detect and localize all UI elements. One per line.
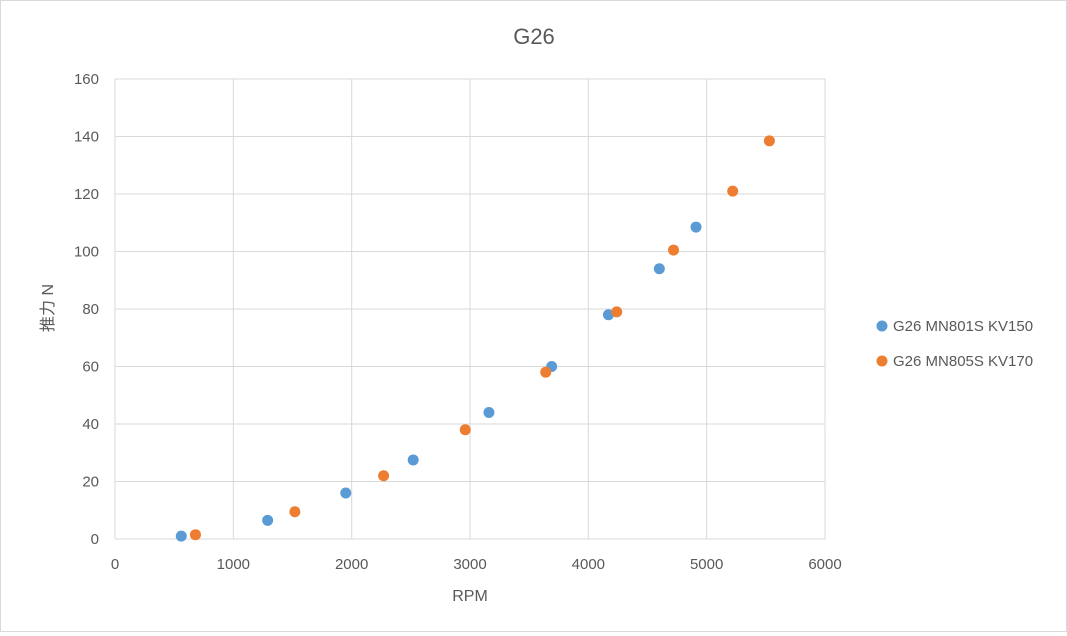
legend-marker [876,355,888,367]
y-tick-label: 60 [82,359,99,376]
data-point [602,309,614,321]
series-1 [175,221,702,542]
data-point [763,135,775,147]
data-point [483,407,495,418]
data-point [727,185,739,197]
x-tick-label: 5000 [690,556,723,573]
data-point [611,306,623,318]
legend-label: G26 MN805S KV170 [893,353,1033,370]
data-point [668,244,680,256]
data-point [340,487,352,499]
x-tick-label: 1000 [217,556,250,573]
y-tick-label: 20 [82,474,99,491]
data-point [289,506,301,518]
data-point [175,530,187,542]
x-tick-label: 0 [111,556,119,573]
data-points [175,135,775,542]
y-tick-label: 80 [82,301,99,318]
data-point [262,514,274,526]
x-axis-label: RPM [452,588,488,605]
x-tick-labels: 0 1000 2000 3000 4000 5000 6000 [111,556,842,573]
y-axis-label: 推力 N [39,284,57,332]
y-tick-label: 100 [74,244,99,261]
x-tick-label: 4000 [572,556,605,573]
y-tick-label: 0 [91,531,99,548]
grid [114,78,826,540]
legend-marker [876,320,888,332]
data-point [407,454,419,466]
x-tick-label: 6000 [808,556,841,573]
chart-title: G26 [513,24,555,49]
legend-label: G26 MN801S KV150 [893,318,1033,335]
data-point [540,366,552,378]
data-point [378,470,390,482]
data-point [653,263,665,275]
x-tick-label: 2000 [335,556,368,573]
y-tick-label: 40 [82,416,99,433]
y-tick-label: 160 [74,71,99,88]
y-tick-label: 140 [74,129,99,146]
y-tick-labels: 0 20 40 60 80 100 120 140 160 [74,71,99,548]
data-point [189,529,201,541]
data-point [459,424,471,436]
y-tick-label: 120 [74,186,99,203]
x-tick-label: 3000 [453,556,486,573]
data-point [690,221,702,233]
legend: G26 MN801S KV150 G26 MN805S KV170 [876,318,1033,370]
series-2 [189,135,775,541]
